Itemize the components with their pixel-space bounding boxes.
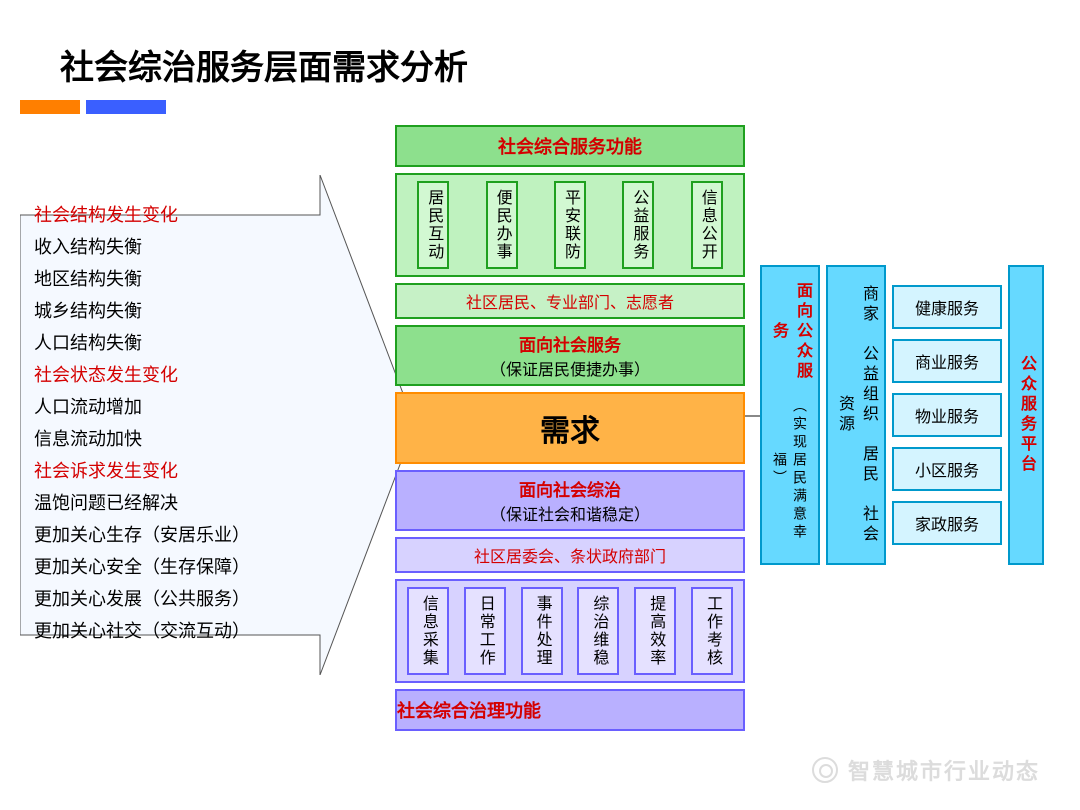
- accent-bar-blue: [86, 100, 166, 114]
- public-service-sub: （实现居民满意幸福）: [770, 387, 810, 553]
- left-list-item: 更加关心生存（安居乐业）: [34, 519, 326, 551]
- gov-sub: （保证社会和谐稳定）: [397, 501, 743, 525]
- platform-title: 公众服务平台: [1014, 355, 1038, 475]
- left-list-item: 信息流动加快: [34, 423, 326, 455]
- left-list-item: 更加关心安全（生存保障）: [34, 551, 326, 583]
- left-list-item: 更加关心社交（交流互动）: [34, 615, 326, 647]
- bottom-sub: 社区居委会、条状政府部门: [395, 537, 745, 573]
- accent-bars: [20, 100, 166, 114]
- need-box: 需求: [395, 392, 745, 464]
- wechat-icon: [812, 757, 838, 783]
- page-title: 社会综治服务层面需求分析: [60, 40, 468, 89]
- bottom-item: 综治维稳: [577, 587, 619, 675]
- left-list-item: 社会结构发生变化: [34, 199, 326, 231]
- public-service-title: 面向公众服务: [766, 277, 814, 387]
- providers-col: 商家 公益组织 居民 社会资源: [826, 265, 886, 565]
- top-header: 社会综合服务功能: [395, 125, 745, 167]
- bottom-item: 信息采集: [407, 587, 449, 675]
- bottom-item: 事件处理: [521, 587, 563, 675]
- left-list-item: 人口结构失衡: [34, 327, 326, 359]
- right-service-item: 物业服务: [892, 393, 1002, 437]
- watermark: 智慧城市行业动态: [812, 754, 1040, 786]
- right-service-item: 商业服务: [892, 339, 1002, 383]
- left-list: 社会结构发生变化收入结构失衡地区结构失衡城乡结构失衡人口结构失衡社会状态发生变化…: [20, 175, 340, 671]
- right-service-list: 健康服务商业服务物业服务小区服务家政服务: [892, 265, 1002, 565]
- bottom-item: 工作考核: [691, 587, 733, 675]
- right-column: 面向公众服务 （实现居民满意幸福） 商家 公益组织 居民 社会资源 健康服务商业…: [760, 265, 1044, 565]
- gov-title: 面向社会综治: [397, 476, 743, 501]
- service-box: 面向社会服务 （保证居民便捷办事）: [395, 325, 745, 386]
- right-service-item: 家政服务: [892, 501, 1002, 545]
- top-items-row: 居民互动 便民办事 平安联防 公益服务 信息公开: [395, 173, 745, 277]
- connector-line: [745, 415, 760, 417]
- watermark-text: 智慧城市行业动态: [848, 754, 1040, 786]
- left-list-item: 社会状态发生变化: [34, 359, 326, 391]
- left-list-item: 人口流动增加: [34, 391, 326, 423]
- top-item: 信息公开: [691, 181, 723, 269]
- left-list-item: 城乡结构失衡: [34, 295, 326, 327]
- left-panel: 社会结构发生变化收入结构失衡地区结构失衡城乡结构失衡人口结构失衡社会状态发生变化…: [20, 175, 340, 671]
- left-list-item: 地区结构失衡: [34, 263, 326, 295]
- top-item: 公益服务: [622, 181, 654, 269]
- service-title: 面向社会服务: [397, 331, 743, 356]
- left-list-item: 收入结构失衡: [34, 231, 326, 263]
- service-sub: （保证居民便捷办事）: [397, 356, 743, 380]
- public-service-col: 面向公众服务 （实现居民满意幸福）: [760, 265, 820, 565]
- left-list-item: 社会诉求发生变化: [34, 455, 326, 487]
- right-service-item: 小区服务: [892, 447, 1002, 491]
- left-list-item: 更加关心发展（公共服务）: [34, 583, 326, 615]
- gov-box: 面向社会综治 （保证社会和谐稳定）: [395, 470, 745, 531]
- top-item: 居民互动: [417, 181, 449, 269]
- bottom-header: 社会综合治理功能: [395, 689, 745, 731]
- accent-bar-orange: [20, 100, 80, 114]
- bottom-items-row: 信息采集日常工作事件处理综治维稳提高效率工作考核: [395, 579, 745, 683]
- center-column: 社会综合服务功能 居民互动 便民办事 平安联防 公益服务 信息公开 社区居民、专业部门、…: [395, 125, 745, 731]
- right-service-item: 健康服务: [892, 285, 1002, 329]
- top-item: 便民办事: [486, 181, 518, 269]
- platform-col: 公众服务平台: [1008, 265, 1044, 565]
- bottom-item: 日常工作: [464, 587, 506, 675]
- left-list-item: 温饱问题已经解决: [34, 487, 326, 519]
- top-item: 平安联防: [554, 181, 586, 269]
- bottom-item: 提高效率: [634, 587, 676, 675]
- top-sub: 社区居民、专业部门、志愿者: [395, 283, 745, 319]
